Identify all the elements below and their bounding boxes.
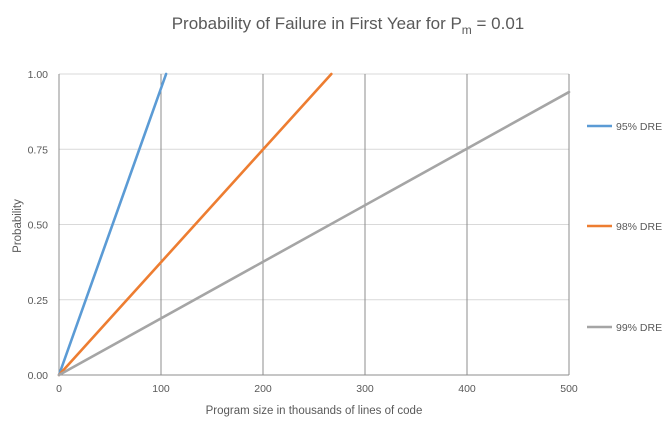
x-tick-label-4: 400 xyxy=(458,383,476,395)
y-tick-label-4: 1.00 xyxy=(28,69,49,81)
chart-title-suffix: = 0.01 xyxy=(472,14,524,33)
x-tick-label-3: 300 xyxy=(356,383,374,395)
grid-lines xyxy=(58,73,570,376)
series-line-3 xyxy=(57,90,571,377)
y-tick-label-2: 0.50 xyxy=(28,220,49,232)
x-axis-ticks: 0 100 200 300 400 500 xyxy=(56,383,578,395)
x-tick-label-5: 500 xyxy=(560,383,578,395)
chart-title-subscript: m xyxy=(462,23,472,37)
y-tick-label-0: 0.00 xyxy=(28,370,49,382)
series-line-1 xyxy=(57,72,168,377)
legend-label-3: 99% DRE xyxy=(616,322,662,334)
legend-label-1: 95% DRE xyxy=(616,121,662,133)
x-tick-label-0: 0 xyxy=(56,383,62,395)
series-line-2 xyxy=(57,72,333,377)
x-tick-label-2: 200 xyxy=(254,383,272,395)
series-lines xyxy=(57,72,571,377)
x-tick-label-1: 100 xyxy=(152,383,170,395)
x-axis-label: Program size in thousands of lines of co… xyxy=(206,405,423,417)
y-axis-label: Probability xyxy=(12,199,24,253)
legend-label-2: 98% DRE xyxy=(616,221,662,233)
chart-title-main: Probability of Failure in First Year for… xyxy=(172,14,462,33)
y-axis-ticks: 0.00 0.25 0.50 0.75 1.00 xyxy=(28,69,49,382)
chart-title: Probability of Failure in First Year for… xyxy=(172,14,525,37)
y-tick-label-1: 0.25 xyxy=(28,295,49,307)
y-tick-label-3: 0.75 xyxy=(28,144,49,156)
legend: 95% DRE 98% DRE 99% DRE xyxy=(587,121,662,334)
